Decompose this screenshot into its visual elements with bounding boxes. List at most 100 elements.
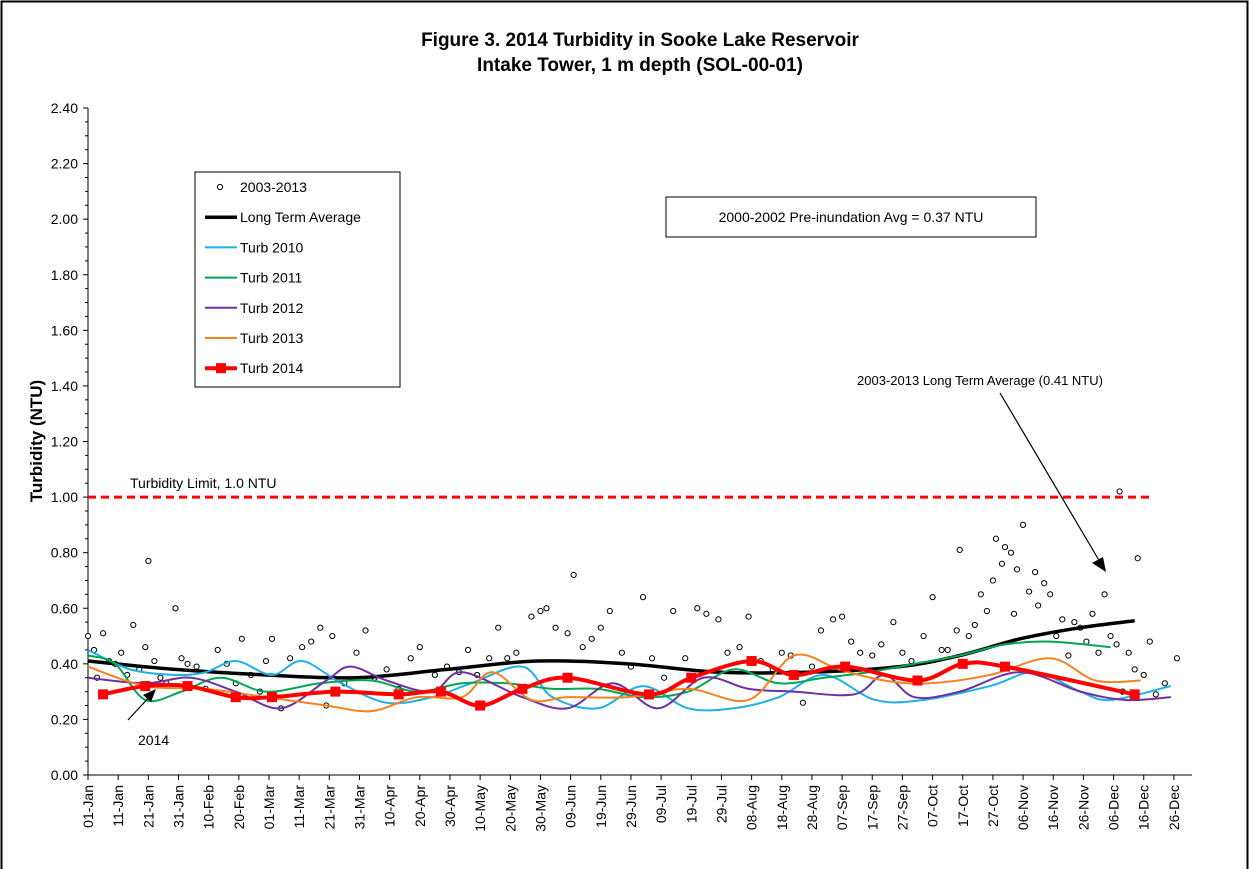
scatter-point <box>464 646 472 654</box>
scatter-point <box>1089 610 1096 617</box>
scatter-point <box>178 655 185 662</box>
scatter-point <box>1101 591 1108 598</box>
legend-label: Long Term Average <box>240 209 361 225</box>
scatter-point <box>238 635 245 642</box>
scatter-point <box>416 644 423 651</box>
scatter-point <box>151 657 158 665</box>
scatter-point <box>214 646 221 654</box>
x-tick-label: 31-Jan <box>170 785 186 828</box>
scatter-point <box>172 605 179 612</box>
y-tick-label: 1.20 <box>51 434 78 450</box>
reference-label: Turbidity Limit, 1.0 NTU <box>130 475 277 491</box>
scatter-point <box>983 607 990 615</box>
scatter-point <box>579 644 586 651</box>
y-tick-label: 0.60 <box>51 600 78 616</box>
series-marker <box>562 672 573 683</box>
series-marker <box>230 692 241 703</box>
scatter-point <box>1001 544 1009 551</box>
scatter-point <box>1059 616 1066 623</box>
scatter-point <box>1071 619 1078 626</box>
series-marker <box>644 689 655 700</box>
chart-title: Figure 3. 2014 Turbidity in Sooke Lake R… <box>421 30 859 51</box>
scatter-point <box>938 646 945 654</box>
series-line <box>87 619 1135 680</box>
scatter-point <box>703 610 710 617</box>
scatter-point <box>537 607 544 615</box>
y-tick-label: 1.60 <box>51 322 78 338</box>
scatter-point <box>543 605 550 612</box>
x-tick-label: 19-Jul <box>683 785 699 823</box>
scatter-point <box>597 624 604 631</box>
arrow-head <box>143 689 156 702</box>
x-tick-label: 26-Nov <box>1075 785 1091 830</box>
scatter-point <box>570 571 577 579</box>
scatter-point <box>929 594 936 601</box>
x-tick-label: 31-Mar <box>351 785 367 830</box>
scatter-point <box>286 655 294 662</box>
x-tick-label: 30-Apr <box>442 785 458 827</box>
x-tick-label: 28-Aug <box>804 785 820 830</box>
scatter-point <box>513 649 520 656</box>
x-tick-label: 17-Oct <box>955 785 971 827</box>
scatter-point <box>606 607 613 615</box>
y-tick-label: 0.20 <box>51 711 78 727</box>
scatter-point <box>1146 638 1153 645</box>
x-tick-label: 18-Aug <box>774 785 790 830</box>
scatter-point <box>878 641 885 648</box>
annotation: 2000-2002 Pre-inundation Avg = 0.37 NTU <box>719 209 984 225</box>
scatter-point <box>799 699 806 706</box>
scatter-point <box>353 649 360 656</box>
x-tick-label: 07-Sep <box>834 785 850 830</box>
annotation-box <box>665 196 1037 238</box>
scatter-point <box>1152 691 1159 698</box>
scatter-point <box>407 655 414 662</box>
scatter-point <box>920 632 927 640</box>
scatter-point <box>1032 569 1039 576</box>
scatter-point <box>998 560 1006 567</box>
y-tick-label: 1.40 <box>51 378 78 394</box>
scatter-point <box>694 605 701 612</box>
x-tick-label: 09-Jul <box>653 785 669 823</box>
series-marker <box>330 686 341 697</box>
scatter-point <box>848 638 855 645</box>
arrow-head <box>1092 557 1106 572</box>
legend-label: Turb 2010 <box>240 239 304 255</box>
scatter-point <box>956 546 963 553</box>
x-tick-label: 09-Jun <box>563 785 579 828</box>
x-tick-label: 20-Apr <box>412 785 428 827</box>
scatter-point <box>639 594 647 601</box>
scatter-point <box>682 655 689 662</box>
scatter-point <box>1125 649 1132 656</box>
scatter-point <box>1134 555 1141 562</box>
series-marker <box>435 686 446 697</box>
legend-label: 2003-2013 <box>240 179 307 195</box>
scatter-point <box>268 635 276 642</box>
series-line <box>87 653 1141 713</box>
y-tick-label: 1.80 <box>51 267 78 283</box>
x-tick-label: 08-Aug <box>744 785 760 830</box>
scatter-point <box>495 624 502 631</box>
x-tick-label: 01-Jan <box>80 785 96 828</box>
scatter-point <box>564 630 571 637</box>
series-marker <box>393 689 404 700</box>
scatter-point <box>817 627 825 634</box>
scatter-point <box>890 619 897 626</box>
scatter-point <box>588 635 595 642</box>
legend-label: Turb 2013 <box>240 330 304 346</box>
series-line <box>87 649 1172 712</box>
scatter-point <box>1019 521 1027 528</box>
scatter-point <box>1047 591 1054 598</box>
scatter-point <box>1173 655 1181 662</box>
x-tick-label: 21-Mar <box>321 785 337 830</box>
scatter-point <box>715 616 722 623</box>
y-tick-label: 1.00 <box>51 489 78 505</box>
scatter-point <box>1116 488 1123 495</box>
x-tick-label: 10-Apr <box>382 785 398 827</box>
scatter-point <box>899 649 906 656</box>
x-tick-label: 17-Sep <box>864 785 880 830</box>
scatter-point <box>1026 588 1033 595</box>
series-marker <box>267 692 277 703</box>
scatter-point <box>1065 652 1072 659</box>
scatter-point <box>383 666 390 673</box>
